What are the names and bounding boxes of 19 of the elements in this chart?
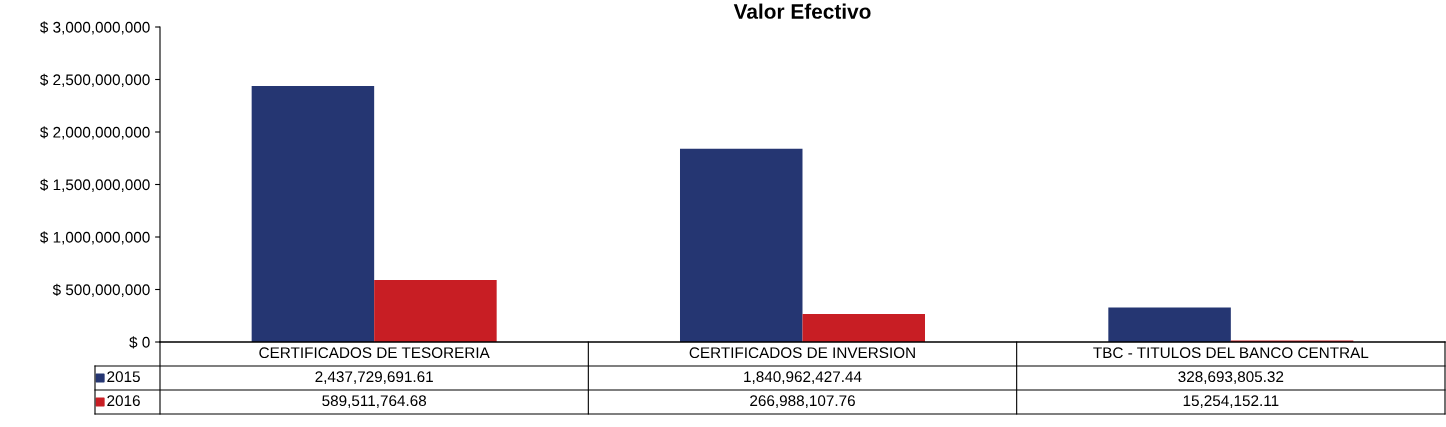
data-label: 266,988,107.76 xyxy=(750,395,855,408)
data-label: 589,511,764.68 xyxy=(322,395,427,408)
y-tick-label: $ 1,000,000,000 xyxy=(40,231,150,245)
x-tick-label: TBC - TITULOS DEL BANCO CENTRAL xyxy=(1093,347,1369,359)
y-tick-label: $ 0 xyxy=(129,336,150,349)
chart-title: Valor Efectivo xyxy=(733,3,871,19)
data-label: 328,693,805.32 xyxy=(1178,371,1284,384)
y-tick-label: $ 500,000,000 xyxy=(52,283,150,297)
data-label: 2,437,729,691.61 xyxy=(315,371,433,384)
y-tick-label: $ 2,500,000,000 xyxy=(40,73,150,87)
y-tick-label: $ 1,500,000,000 xyxy=(40,178,150,192)
data-label: 15,254,152.11 xyxy=(1183,395,1279,408)
x-tick-label: CERTIFICADOS DE INVERSION xyxy=(689,347,915,359)
legend-label: 2015 xyxy=(107,371,140,383)
data-label: 1,840,962,427.44 xyxy=(744,371,862,384)
y-tick-label: $ 2,000,000,000 xyxy=(40,126,150,140)
legend-label: 2016 xyxy=(107,395,140,407)
x-tick-label: CERTIFICADOS DE TESORERIA xyxy=(259,347,490,359)
y-tick-label: $ 3,000,000,000 xyxy=(40,21,150,35)
